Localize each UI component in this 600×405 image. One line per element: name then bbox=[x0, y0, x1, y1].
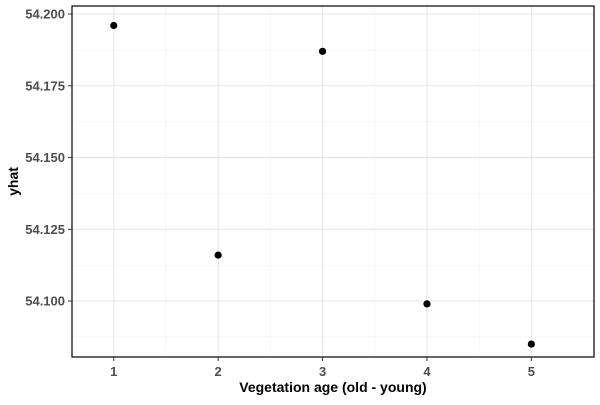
panel-border bbox=[71, 5, 595, 358]
ticks-layer bbox=[68, 13, 532, 361]
x-tick-label: 2 bbox=[215, 364, 222, 379]
x-tick-label: 4 bbox=[423, 364, 431, 379]
y-tick-label: 54.175 bbox=[25, 78, 65, 93]
y-tick-label: 54.100 bbox=[25, 294, 65, 309]
data-point bbox=[423, 300, 431, 308]
points-layer bbox=[110, 21, 535, 348]
tick-labels-layer: 1 2 3 4 5 54.100 54.125 54.150 54.175 54.200 bbox=[25, 7, 535, 379]
data-point bbox=[110, 21, 118, 30]
x-tick-label: 3 bbox=[319, 364, 326, 379]
x-tick-label: 1 bbox=[110, 364, 117, 379]
x-axis-title: Vegetation age (old - young) bbox=[239, 379, 426, 395]
data-point bbox=[318, 47, 327, 55]
y-tick-label: 54.125 bbox=[25, 222, 65, 237]
y-tick-label: 54.150 bbox=[25, 150, 65, 165]
x-tick-label: 5 bbox=[528, 364, 535, 379]
data-point bbox=[214, 251, 222, 259]
y-tick-label: 54.200 bbox=[25, 7, 65, 22]
data-point bbox=[527, 340, 535, 348]
y-axis-title: yhat bbox=[5, 167, 21, 196]
grid-layer bbox=[72, 6, 594, 357]
